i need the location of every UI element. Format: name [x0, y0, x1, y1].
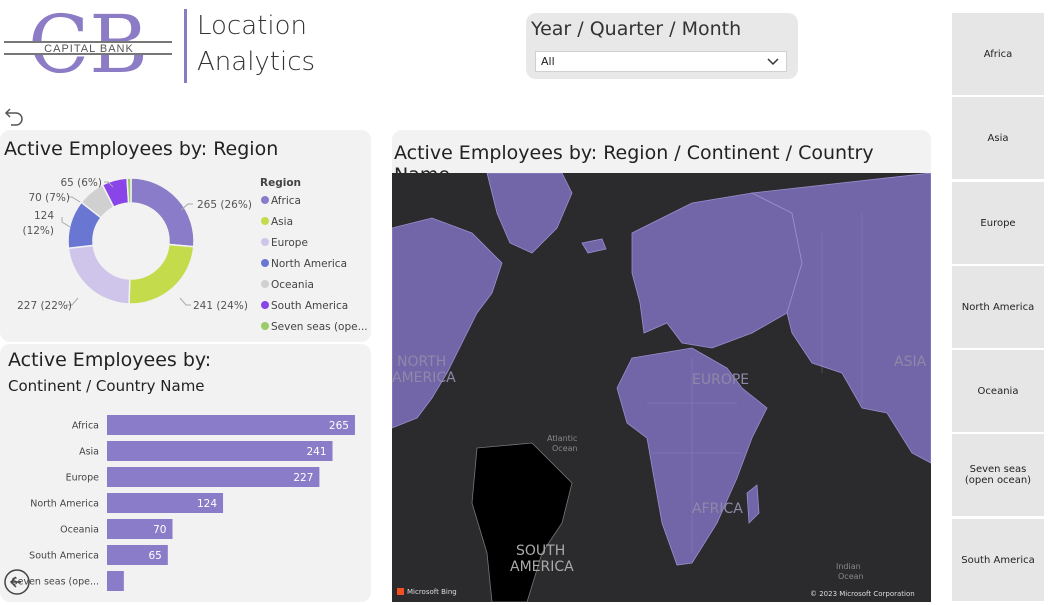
bar-chart: Africa 265 Asia 241 Europe 227 North America 12… — [12, 415, 355, 591]
legend-marker — [261, 301, 269, 309]
legend-marker — [261, 196, 269, 204]
back-icon[interactable] — [3, 105, 25, 127]
bar-data-label: 265 — [329, 420, 349, 432]
map-label-south-america: AMERICA — [510, 559, 574, 575]
map-label-indian: Indian — [836, 562, 861, 571]
region-slicer-label: North America — [961, 301, 1035, 313]
page-title-line2: Analytics — [197, 47, 316, 77]
bar-category-label: Oceania — [60, 525, 99, 536]
capital-bank-logo: CB CAPITAL BANK — [0, 0, 180, 91]
bar-chart-title-line2: Continent / Country Name — [8, 377, 205, 395]
legend-title: Region — [260, 177, 301, 189]
legend-marker — [261, 217, 269, 225]
donut-slice-africa[interactable] — [130, 177, 195, 248]
map-copyright: © 2023 Microsoft Corporation — [810, 590, 915, 598]
donut-chart: 265 (26%) 241 (24%) 227 (22%) 124 (12%) … — [17, 177, 368, 333]
arrow-left-icon[interactable] — [3, 568, 31, 596]
bar[interactable] — [107, 493, 224, 513]
legend-item[interactable]: Oceania — [271, 279, 314, 291]
legend-marker — [261, 259, 269, 267]
bar-data-label: 70 — [153, 524, 166, 536]
legend-item[interactable]: Seven seas (ope... — [271, 321, 368, 333]
page-title: Location Analytics — [197, 8, 315, 80]
donut-data-label: 241 (24%) — [193, 300, 248, 312]
region-slicer-item[interactable]: North America — [952, 266, 1044, 348]
logo-text: CAPITAL BANK — [44, 43, 134, 55]
region-slicer-label: Asia — [987, 132, 1009, 144]
slicer-value: All — [541, 55, 555, 68]
bar-data-label: 124 — [197, 498, 217, 510]
bar[interactable] — [107, 441, 333, 461]
legend-item[interactable]: Europe — [271, 237, 308, 249]
region-slicer-label: Oceania — [977, 385, 1019, 397]
map-label-indian: Ocean — [838, 572, 864, 581]
region-slicer-item[interactable]: South America — [952, 519, 1044, 601]
bar-category-label: Asia — [79, 447, 99, 458]
bar-data-label: 227 — [293, 472, 313, 484]
region-slicer-item[interactable]: Asia — [952, 97, 1044, 179]
region-slicer-label: Europe — [980, 217, 1016, 229]
bar-chart-title-line1: Active Employees by: — [8, 349, 212, 371]
date-slicer: Year / Quarter / Month All — [526, 13, 798, 79]
map-label-atlantic: Atlantic — [547, 434, 577, 443]
page-title-line1: Location — [197, 11, 307, 41]
donut-data-label: 227 (22%) — [17, 300, 72, 312]
donut-slice-seven-seas-ope-[interactable] — [126, 177, 132, 204]
logo-graphic: CB CAPITAL BANK — [4, 0, 172, 91]
region-slicer-item[interactable]: Europe — [952, 182, 1044, 264]
bar-category-label: Seven seas (ope... — [12, 577, 99, 588]
bar-category-label: North America — [30, 499, 99, 510]
bar-category-label: Europe — [66, 473, 100, 484]
region-slicer-label: Africa — [983, 48, 1013, 60]
map-label-atlantic: Ocean — [552, 444, 578, 453]
bing-icon — [397, 588, 404, 595]
world-map[interactable]: NORTH AMERICA EUROPE ASIA AFRICA SOUTH A… — [392, 173, 931, 602]
map-label-asia: ASIA — [894, 354, 927, 370]
bar-data-label: 65 — [148, 550, 161, 562]
donut-data-label: 265 (26%) — [197, 199, 252, 211]
map-label-north-america: AMERICA — [392, 370, 456, 386]
region-slicer-item[interactable]: Seven seas (open ocean) — [952, 434, 1044, 516]
region-slicer-item[interactable]: Oceania — [952, 350, 1044, 432]
map-label-africa: AFRICA — [692, 501, 743, 517]
donut-data-label: 65 (6%) — [60, 177, 102, 189]
bing-attribution: Microsoft Bing — [407, 588, 457, 596]
bar[interactable] — [107, 519, 173, 539]
bar[interactable] — [107, 545, 168, 565]
donut-data-label: 70 (7%) — [28, 192, 70, 204]
map-label-south-america: SOUTH — [516, 543, 565, 559]
chevron-down-icon — [767, 58, 779, 66]
region-slicer-label: South America — [961, 554, 1035, 566]
donut-slice-europe[interactable] — [67, 244, 131, 305]
bar[interactable] — [107, 415, 355, 435]
bar-chart-panel: Active Employees by: Continent / Country… — [0, 344, 371, 602]
donut-data-label: (12%) — [22, 225, 54, 237]
map-label-europe: EUROPE — [692, 372, 749, 388]
bar[interactable] — [107, 467, 320, 487]
legend-item[interactable]: Africa — [271, 195, 301, 207]
title-separator — [184, 9, 187, 83]
legend-item[interactable]: South America — [271, 300, 348, 312]
map-panel: Active Employees by: Region / Continent … — [392, 130, 931, 602]
bar-category-label: South America — [29, 551, 99, 562]
donut-chart-panel: Active Employees by: Region 265 (26%) 24… — [0, 130, 371, 342]
legend-marker — [261, 280, 269, 288]
slicer-dropdown[interactable]: All — [535, 51, 787, 72]
legend-item[interactable]: North America — [271, 258, 347, 270]
donut-slice-asia[interactable] — [128, 243, 195, 305]
bar-category-label: Africa — [72, 421, 99, 432]
legend-item[interactable]: Asia — [271, 216, 293, 228]
donut-data-label: 124 — [34, 210, 54, 222]
bar-data-label: 241 — [306, 446, 326, 458]
slicer-label: Year / Quarter / Month — [531, 18, 742, 40]
legend-marker — [261, 322, 269, 330]
donut-chart-title: Active Employees by: Region — [4, 138, 279, 160]
region-slicer-item[interactable]: Africa — [952, 13, 1044, 95]
region-slicer-label: Seven seas (open ocean) — [964, 464, 1032, 486]
legend-marker — [261, 238, 269, 246]
bar[interactable] — [107, 571, 124, 591]
map-label-north-america: NORTH — [397, 354, 446, 370]
